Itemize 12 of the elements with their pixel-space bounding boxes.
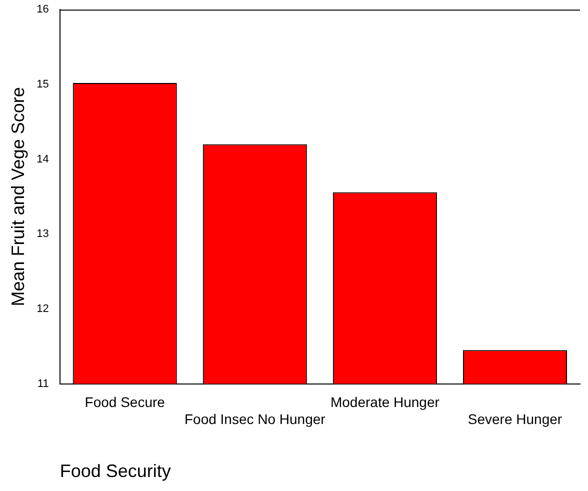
y-tick-label: 11 xyxy=(37,378,49,390)
y-tick-label: 12 xyxy=(36,302,49,315)
x-axis-title: Food Security xyxy=(60,461,171,482)
y-tick-label: 15 xyxy=(36,78,49,90)
x-tick-label: Food Secure xyxy=(84,394,166,410)
y-tick-label: 13 xyxy=(36,228,49,240)
x-tick-label: Severe Hunger xyxy=(468,410,562,427)
x-tick-label: Food Insec No Hunger xyxy=(184,410,326,427)
y-tick-label: 16 xyxy=(36,4,49,16)
y-axis-title: Mean Fruit and Vege Score xyxy=(8,87,28,306)
y-tick-label: 14 xyxy=(36,153,49,166)
x-tick-label: Moderate Hunger xyxy=(330,394,440,410)
